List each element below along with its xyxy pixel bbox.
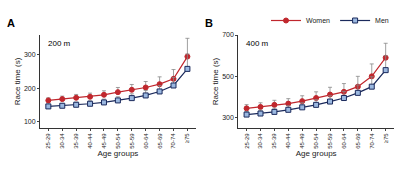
svg-text:100: 100 — [24, 118, 36, 125]
svg-text:Race time (s): Race time (s) — [13, 57, 22, 105]
svg-text:300: 300 — [222, 114, 234, 121]
svg-text:60-64: 60-64 — [341, 133, 347, 149]
svg-text:300: 300 — [24, 51, 36, 58]
svg-text:Men: Men — [375, 17, 389, 24]
svg-text:45-49: 45-49 — [101, 133, 107, 149]
svg-text:55-59: 55-59 — [327, 133, 333, 149]
svg-text:≥75: ≥75 — [184, 133, 190, 144]
svg-text:50-54: 50-54 — [115, 133, 121, 149]
svg-text:30-34: 30-34 — [59, 133, 65, 149]
svg-text:Age groups: Age groups — [97, 149, 138, 158]
svg-text:35-39: 35-39 — [271, 133, 277, 149]
svg-text:≥75: ≥75 — [383, 133, 389, 144]
svg-text:60-64: 60-64 — [143, 133, 149, 149]
svg-text:25-29: 25-29 — [244, 133, 250, 149]
svg-text:65-69: 65-69 — [157, 133, 163, 149]
svg-text:200 m: 200 m — [48, 39, 71, 48]
svg-text:Race time (s): Race time (s) — [211, 57, 220, 105]
svg-text:70-74: 70-74 — [170, 133, 176, 149]
svg-text:A: A — [7, 17, 15, 29]
svg-text:35-39: 35-39 — [73, 133, 79, 149]
svg-text:B: B — [205, 17, 213, 29]
svg-text:500: 500 — [222, 73, 234, 80]
svg-text:40-44: 40-44 — [87, 133, 93, 149]
svg-text:Age groups: Age groups — [296, 149, 337, 158]
svg-text:30-34: 30-34 — [257, 133, 263, 149]
svg-text:55-59: 55-59 — [129, 133, 135, 149]
svg-text:400 m: 400 m — [246, 39, 269, 48]
svg-text:200: 200 — [24, 85, 36, 92]
svg-text:45-49: 45-49 — [299, 133, 305, 149]
svg-text:40-44: 40-44 — [285, 133, 291, 149]
svg-text:70-74: 70-74 — [369, 133, 375, 149]
svg-text:700: 700 — [222, 31, 234, 38]
svg-text:25-29: 25-29 — [45, 133, 51, 149]
svg-text:Women: Women — [306, 17, 330, 24]
svg-text:65-69: 65-69 — [355, 133, 361, 149]
svg-text:50-54: 50-54 — [313, 133, 319, 149]
